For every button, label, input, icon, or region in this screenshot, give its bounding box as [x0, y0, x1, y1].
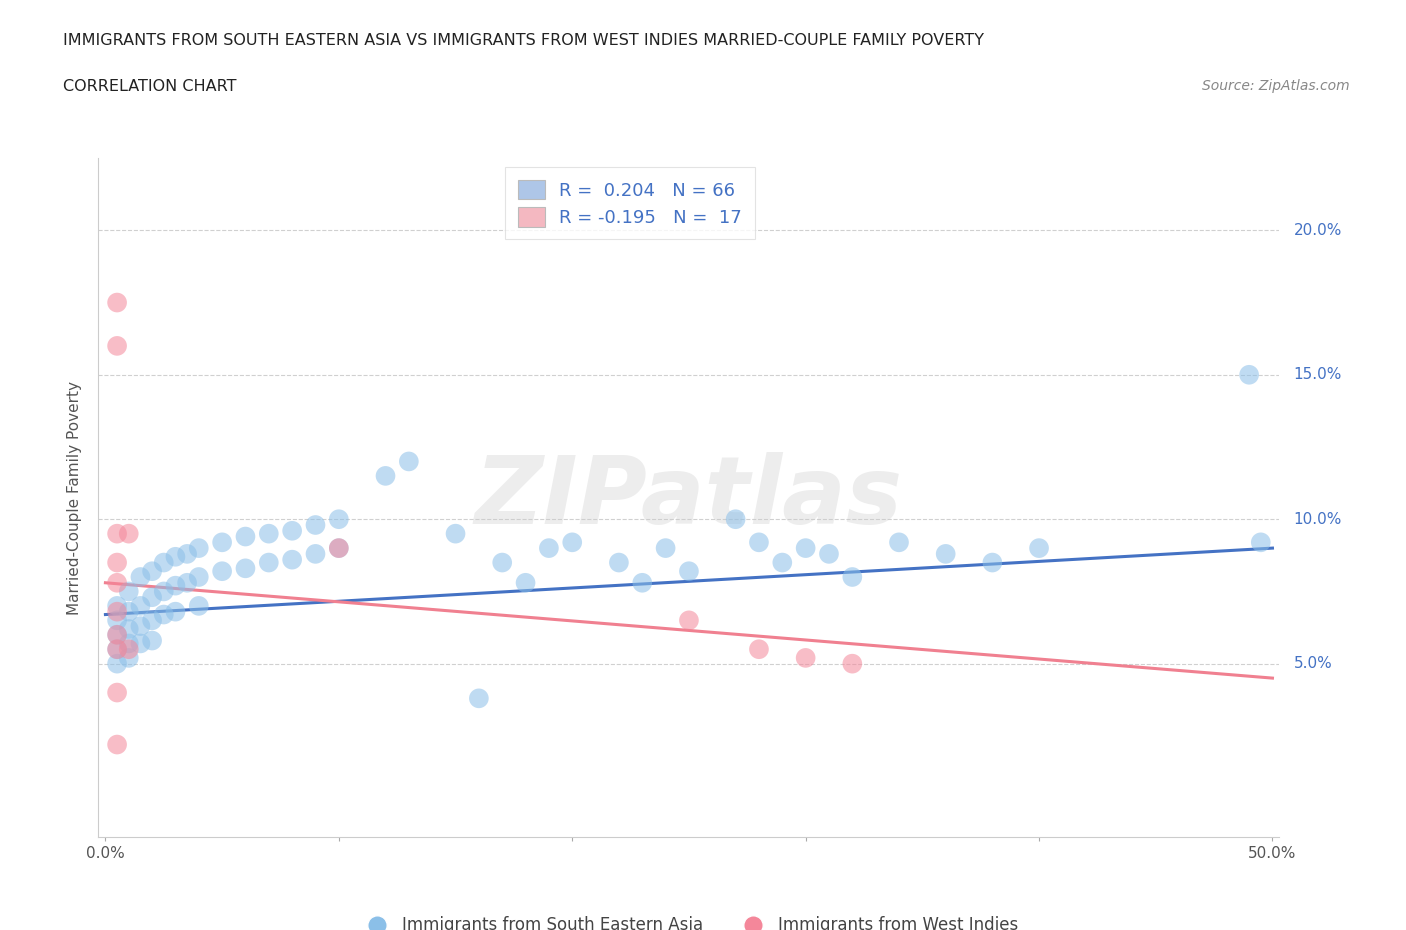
Point — [105, 576, 128, 591]
Point — [770, 555, 793, 570]
Point — [678, 613, 700, 628]
Point — [118, 642, 141, 657]
Point — [235, 529, 257, 544]
Point — [304, 547, 326, 562]
Point — [724, 512, 747, 526]
Point — [105, 685, 128, 700]
Point — [328, 540, 350, 555]
Point — [141, 564, 163, 578]
Point — [235, 561, 257, 576]
Point — [374, 469, 396, 484]
Point — [981, 555, 1004, 570]
Point — [537, 540, 560, 555]
Point — [105, 526, 128, 541]
Point — [187, 569, 209, 584]
Point — [105, 642, 128, 657]
Legend: Immigrants from South Eastern Asia, Immigrants from West Indies: Immigrants from South Eastern Asia, Immi… — [353, 910, 1025, 930]
Text: ZIPatlas: ZIPatlas — [475, 452, 903, 543]
Text: 20.0%: 20.0% — [1294, 223, 1341, 238]
Point — [141, 613, 163, 628]
Point — [748, 642, 770, 657]
Point — [468, 691, 491, 706]
Point — [631, 576, 654, 591]
Point — [105, 628, 128, 643]
Point — [257, 526, 280, 541]
Point — [165, 578, 187, 593]
Point — [129, 618, 152, 633]
Point — [1237, 367, 1260, 382]
Point — [105, 657, 128, 671]
Point — [141, 590, 163, 604]
Point — [105, 295, 128, 310]
Point — [211, 535, 233, 550]
Point — [118, 604, 141, 619]
Point — [328, 512, 350, 526]
Point — [398, 454, 420, 469]
Point — [818, 547, 841, 562]
Point — [187, 598, 209, 613]
Point — [118, 650, 141, 665]
Point — [141, 633, 163, 648]
Point — [105, 642, 128, 657]
Point — [607, 555, 630, 570]
Point — [105, 555, 128, 570]
Text: 5.0%: 5.0% — [1294, 657, 1333, 671]
Point — [887, 535, 910, 550]
Point — [118, 526, 141, 541]
Point — [748, 535, 770, 550]
Point — [1028, 540, 1050, 555]
Point — [129, 569, 152, 584]
Point — [105, 628, 128, 643]
Y-axis label: Married-Couple Family Poverty: Married-Couple Family Poverty — [67, 380, 83, 615]
Point — [841, 569, 863, 584]
Point — [444, 526, 467, 541]
Point — [187, 540, 209, 555]
Point — [304, 518, 326, 533]
Point — [118, 621, 141, 636]
Point — [129, 636, 152, 651]
Point — [165, 550, 187, 565]
Point — [152, 555, 174, 570]
Point — [129, 598, 152, 613]
Point — [1250, 535, 1272, 550]
Point — [105, 598, 128, 613]
Point — [491, 555, 513, 570]
Text: CORRELATION CHART: CORRELATION CHART — [63, 79, 236, 94]
Point — [654, 540, 676, 555]
Point — [118, 636, 141, 651]
Point — [281, 524, 304, 538]
Point — [118, 584, 141, 599]
Point — [211, 564, 233, 578]
Text: IMMIGRANTS FROM SOUTH EASTERN ASIA VS IMMIGRANTS FROM WEST INDIES MARRIED-COUPLE: IMMIGRANTS FROM SOUTH EASTERN ASIA VS IM… — [63, 33, 984, 47]
Point — [257, 555, 280, 570]
Point — [152, 607, 174, 622]
Point — [561, 535, 583, 550]
Point — [328, 540, 350, 555]
Point — [105, 339, 128, 353]
Point — [935, 547, 957, 562]
Point — [281, 552, 304, 567]
Point — [515, 576, 537, 591]
Point — [678, 564, 700, 578]
Point — [152, 584, 174, 599]
Text: 15.0%: 15.0% — [1294, 367, 1341, 382]
Point — [165, 604, 187, 619]
Point — [794, 650, 817, 665]
Point — [176, 547, 198, 562]
Point — [794, 540, 817, 555]
Point — [105, 613, 128, 628]
Point — [105, 737, 128, 752]
Text: 10.0%: 10.0% — [1294, 512, 1341, 526]
Point — [841, 657, 863, 671]
Text: Source: ZipAtlas.com: Source: ZipAtlas.com — [1202, 79, 1350, 93]
Point — [176, 576, 198, 591]
Point — [105, 604, 128, 619]
